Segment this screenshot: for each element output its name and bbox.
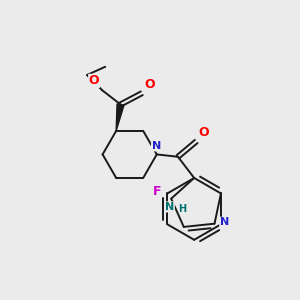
- Text: N: N: [165, 202, 174, 212]
- Text: N: N: [220, 217, 229, 227]
- Text: O: O: [89, 74, 99, 87]
- Text: F: F: [152, 185, 161, 199]
- Text: O: O: [144, 78, 155, 91]
- Text: N: N: [152, 141, 161, 151]
- Polygon shape: [116, 104, 124, 131]
- Text: O: O: [199, 126, 209, 139]
- Text: H: H: [178, 204, 186, 214]
